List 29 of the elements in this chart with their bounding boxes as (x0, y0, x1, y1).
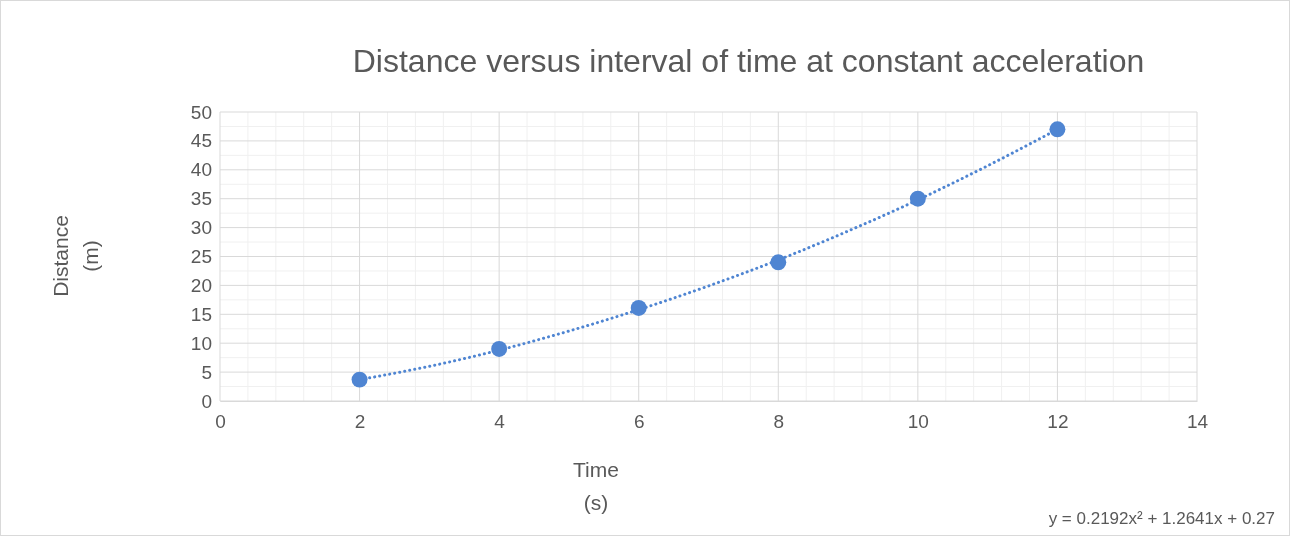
point (909, 190, 926, 207)
y-tick-label: 0 (201, 390, 212, 412)
y-tick-label: 10 (190, 332, 212, 354)
x-tick-label: 2 (354, 411, 366, 433)
y-tick-label: 25 (190, 246, 212, 268)
x-tick-label: 6 (633, 411, 645, 433)
x-tick-label: 14 (1186, 411, 1209, 433)
y-tick-label: 40 (190, 159, 212, 181)
x-tick-label: 0 (215, 411, 226, 433)
point (1049, 121, 1066, 138)
y-tick-label: 50 (190, 101, 212, 123)
y-axis-title: Distance (m) (49, 215, 102, 297)
x-axis-title: Time (s) (573, 458, 619, 514)
point (770, 254, 787, 271)
x-tick-label: 8 (773, 411, 785, 433)
y-tick-label: 15 (190, 303, 212, 325)
point (491, 341, 508, 357)
point (630, 299, 647, 316)
text: y = 0.2192x² + 1.2641x + 0.27 (1048, 509, 1275, 528)
y-tick-label: 45 (190, 130, 212, 152)
y-tick-label: 35 (190, 188, 212, 210)
y-tick-label: 5 (201, 361, 212, 383)
y-tick-label: 30 (190, 217, 212, 239)
x-tick-label: 10 (907, 411, 929, 433)
point (351, 371, 368, 388)
chart-title: Distance versus interval of time at constant acceleration (352, 43, 1145, 79)
x-tick-label: 4 (494, 411, 506, 433)
y-tick-label: 20 (190, 274, 212, 296)
x-tick-label: 12 (1047, 411, 1069, 433)
